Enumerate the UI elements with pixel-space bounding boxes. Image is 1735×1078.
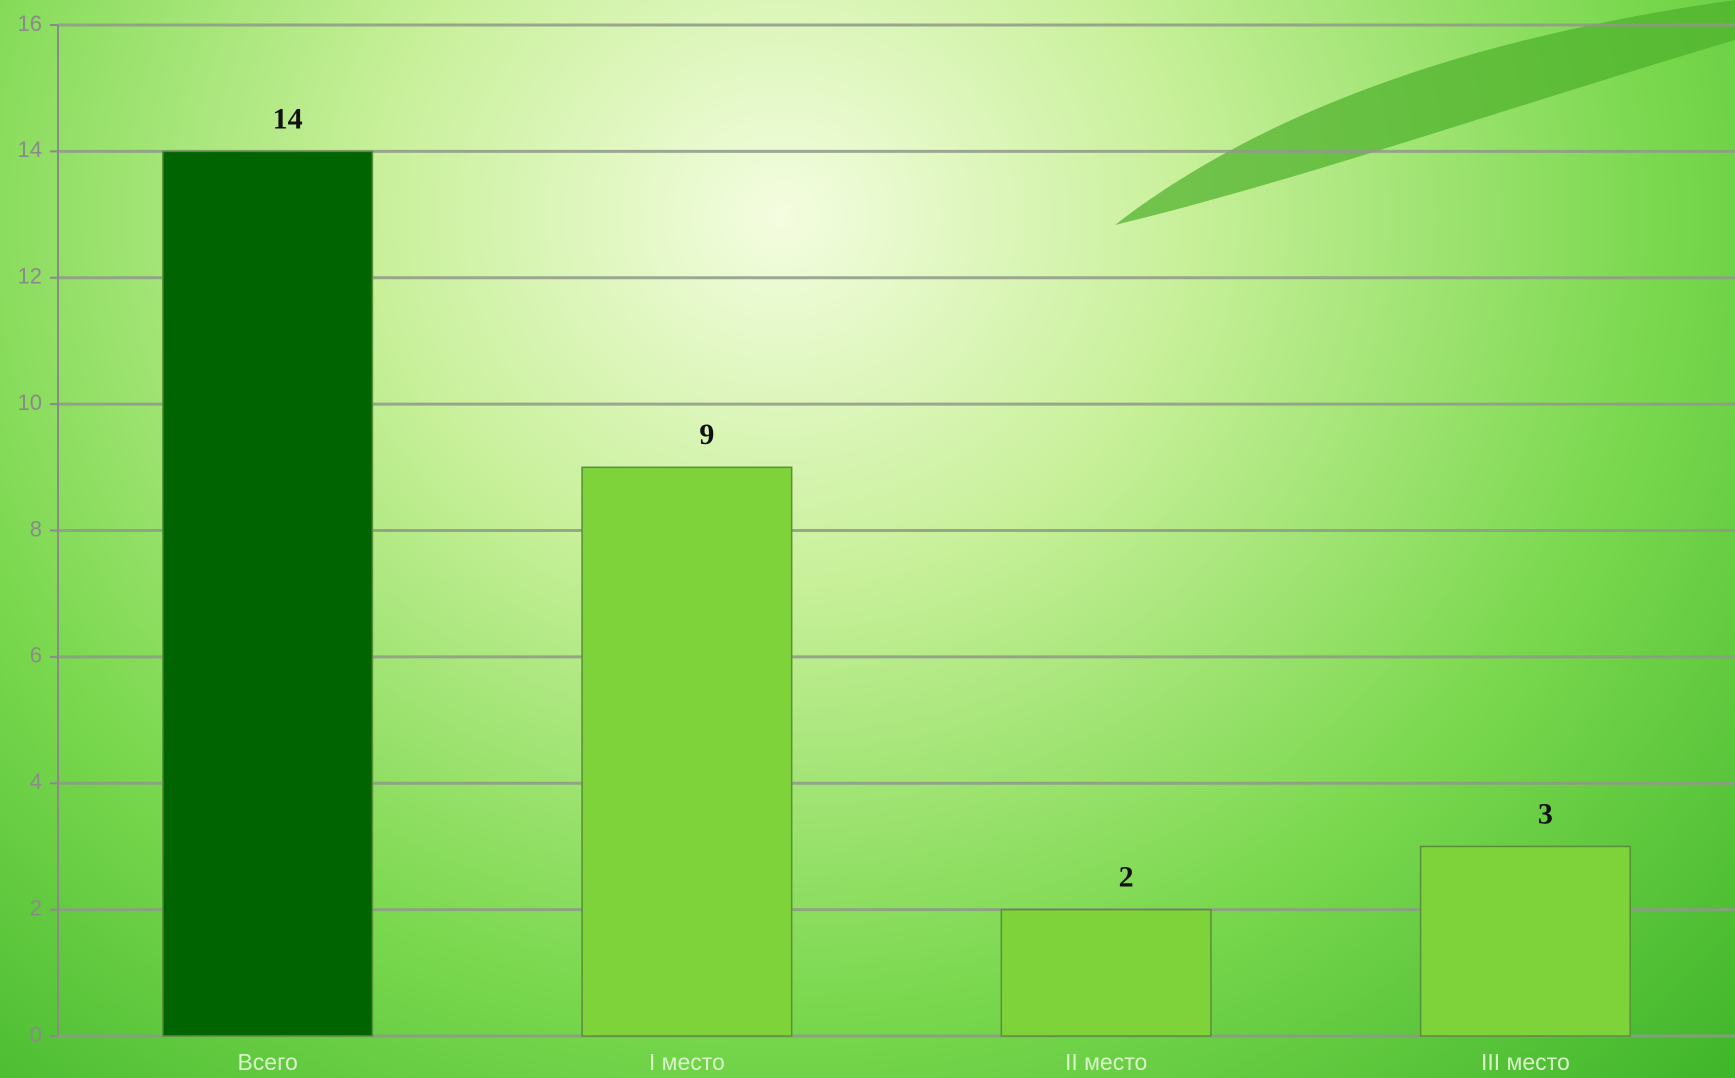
x-tick-label: III место <box>1481 1049 1570 1075</box>
leaf-decoration <box>1115 0 1735 225</box>
x-tick-label: Всего <box>237 1049 297 1075</box>
value-label: 3 <box>1538 797 1553 830</box>
bar <box>162 150 374 1037</box>
y-tick-label: 0 <box>30 1022 42 1047</box>
y-tick-label: 10 <box>18 390 42 415</box>
x-tick-label: I место <box>649 1049 725 1075</box>
y-tick-label: 2 <box>30 895 42 920</box>
bar <box>581 466 793 1037</box>
y-tick-label: 14 <box>18 137 42 162</box>
y-tick-label: 4 <box>30 769 42 794</box>
value-label: 2 <box>1119 861 1134 894</box>
bar <box>1419 845 1631 1037</box>
y-tick-label: 6 <box>30 643 42 668</box>
value-label: 9 <box>699 418 714 451</box>
y-tick-label: 16 <box>18 11 42 36</box>
y-tick-label: 12 <box>18 264 42 289</box>
bar <box>1000 908 1212 1037</box>
x-tick-label: II место <box>1065 1049 1147 1075</box>
value-label: 14 <box>273 102 303 135</box>
y-tick-label: 8 <box>30 516 42 541</box>
